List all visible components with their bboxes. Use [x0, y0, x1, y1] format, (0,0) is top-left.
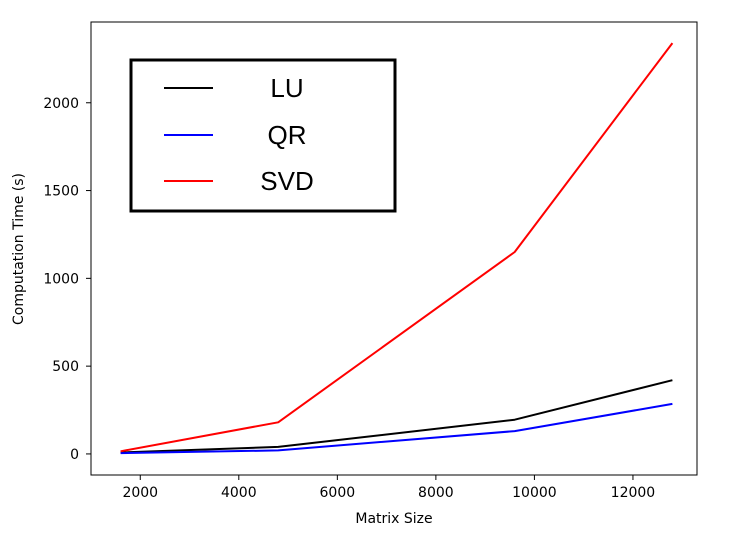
- x-tick-label: 6000: [320, 485, 356, 501]
- legend: LU QR SVD: [129, 58, 397, 213]
- x-tick-label: 8000: [418, 485, 454, 501]
- y-tick-label: 1000: [43, 271, 79, 287]
- x-axis-ticks: 2000 4000 6000 8000 10000 12000: [122, 475, 655, 501]
- x-tick-label: 12000: [611, 485, 656, 501]
- legend-label-qr: QR: [268, 120, 307, 150]
- legend-label-lu: LU: [270, 73, 303, 103]
- y-tick-label: 500: [52, 359, 79, 375]
- legend-items: LU QR SVD: [164, 73, 314, 196]
- x-tick-label: 2000: [122, 485, 158, 501]
- series-layer: [120, 42, 674, 455]
- series-line-lu: [120, 379, 673, 454]
- y-axis-label: Computation Time (s): [11, 173, 27, 325]
- series-line-qr: [120, 402, 673, 455]
- x-tick-label: 4000: [221, 485, 257, 501]
- x-axis-label: Matrix Size: [355, 511, 432, 527]
- y-tick-label: 1500: [43, 184, 79, 200]
- y-tick-label: 2000: [43, 96, 79, 112]
- y-axis-ticks: 0 500 1000 1500 2000: [43, 96, 91, 463]
- legend-label-svd: SVD: [260, 166, 313, 196]
- y-tick-label: 0: [70, 447, 79, 463]
- series-line-svd: [120, 42, 674, 453]
- x-tick-label: 10000: [512, 485, 557, 501]
